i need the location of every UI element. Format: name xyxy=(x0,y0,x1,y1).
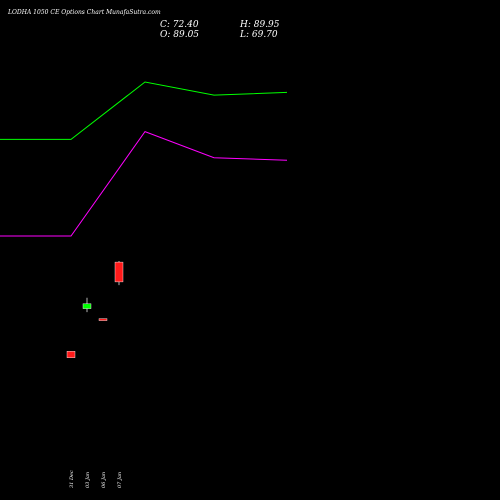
indicator-lines xyxy=(0,81,288,237)
x-axis-ticks: 31 Dec 03 Jan 06 Jan 07 Jan xyxy=(69,470,123,488)
candle-body xyxy=(98,318,108,321)
candle-07-jan xyxy=(114,261,124,286)
x-tick-label: 03 Jan xyxy=(85,472,91,488)
x-tick-label: 06 Jan xyxy=(101,472,107,488)
chart-title: LODHA 1050 CE Options Chart MunafaSutra.… xyxy=(7,9,161,16)
x-tick-label: 31 Dec xyxy=(69,470,75,488)
x-tick-label: 07 Jan xyxy=(117,472,123,488)
low-value: L: 69.70 xyxy=(239,30,278,40)
candle-body xyxy=(114,261,124,283)
candle-03-jan xyxy=(82,297,92,313)
candles xyxy=(66,261,124,358)
candle-body xyxy=(66,351,76,358)
indicator-line-2 xyxy=(0,130,288,237)
candle-31-dec xyxy=(66,351,76,358)
high-value: H: 89.95 xyxy=(239,20,280,30)
candle-06-jan xyxy=(98,318,108,321)
close-value: C: 72.40 xyxy=(160,20,199,30)
open-value: O: 89.05 xyxy=(160,30,199,40)
indicator-line-1 xyxy=(0,81,288,140)
candle-body xyxy=(82,303,92,309)
